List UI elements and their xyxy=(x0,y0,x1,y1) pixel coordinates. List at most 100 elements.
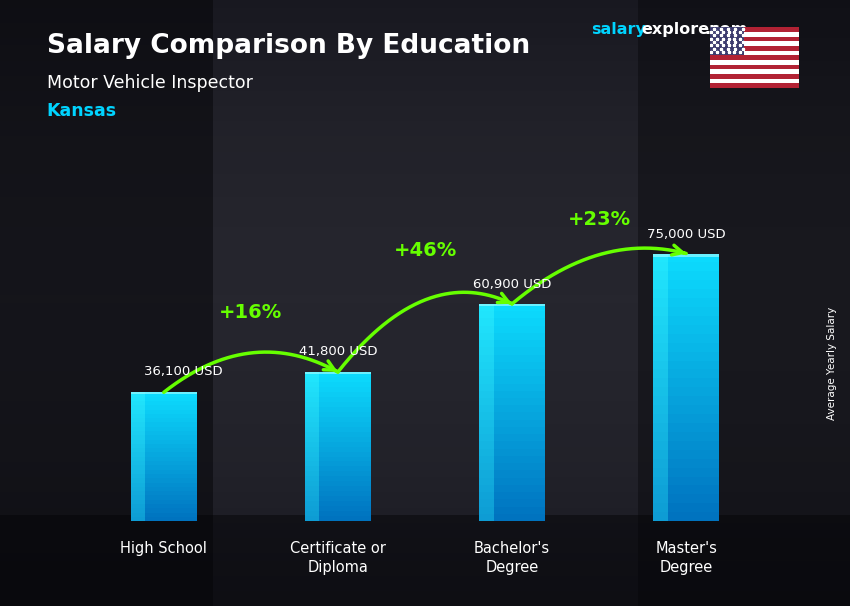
Bar xyxy=(305,476,320,481)
Bar xyxy=(653,396,668,405)
Bar xyxy=(653,423,719,432)
Bar xyxy=(479,456,545,463)
Bar xyxy=(653,387,668,396)
Text: +16%: +16% xyxy=(219,303,282,322)
Bar xyxy=(131,392,197,394)
Bar xyxy=(710,50,799,55)
Bar xyxy=(131,474,145,478)
Bar xyxy=(131,513,145,517)
Text: Average Yearly Salary: Average Yearly Salary xyxy=(827,307,837,420)
Bar xyxy=(653,298,719,307)
Bar xyxy=(305,397,371,402)
Bar xyxy=(479,507,545,514)
Bar xyxy=(131,491,197,495)
Text: salary: salary xyxy=(591,22,646,38)
Bar xyxy=(479,492,545,499)
Bar xyxy=(0,515,850,522)
Bar xyxy=(653,432,719,441)
Text: explorer: explorer xyxy=(642,22,718,38)
Bar xyxy=(653,441,668,450)
Bar xyxy=(0,341,850,348)
Bar xyxy=(479,384,545,391)
Bar xyxy=(305,467,320,471)
Bar xyxy=(653,271,719,280)
Bar xyxy=(305,387,320,392)
Bar xyxy=(0,220,850,227)
Bar xyxy=(653,476,719,485)
Bar xyxy=(479,485,545,492)
Bar xyxy=(653,405,668,414)
Bar xyxy=(0,454,850,462)
Bar xyxy=(131,396,145,401)
Bar xyxy=(0,394,850,401)
Bar xyxy=(0,45,850,53)
Bar xyxy=(0,242,850,250)
Bar xyxy=(305,431,320,437)
Bar xyxy=(131,444,197,448)
Bar xyxy=(131,453,145,457)
Bar xyxy=(479,441,545,448)
Bar xyxy=(305,456,320,462)
Bar xyxy=(0,296,850,303)
Bar xyxy=(305,506,320,511)
Bar xyxy=(479,347,494,355)
Text: 41,800 USD: 41,800 USD xyxy=(298,345,377,358)
Bar xyxy=(131,487,145,491)
Bar xyxy=(0,470,850,478)
Text: 36,100 USD: 36,100 USD xyxy=(144,365,223,378)
Bar xyxy=(305,382,320,387)
Bar xyxy=(305,462,320,467)
Bar xyxy=(653,334,719,343)
Bar xyxy=(305,437,371,442)
Bar xyxy=(0,152,850,159)
Bar xyxy=(0,409,850,417)
Bar xyxy=(479,333,545,340)
Bar xyxy=(0,144,850,152)
Bar xyxy=(653,253,719,257)
Bar xyxy=(305,516,320,521)
Bar xyxy=(305,427,371,431)
Bar xyxy=(0,401,850,409)
Bar xyxy=(479,435,494,442)
Bar xyxy=(131,418,145,422)
Bar xyxy=(653,351,668,361)
Bar xyxy=(131,418,197,422)
Bar xyxy=(305,447,371,451)
Bar xyxy=(131,431,145,435)
Bar xyxy=(305,471,371,476)
Bar xyxy=(305,402,371,407)
Bar xyxy=(305,372,371,374)
Bar xyxy=(131,410,197,414)
Bar xyxy=(305,422,320,427)
Bar xyxy=(479,514,545,521)
Bar xyxy=(479,427,494,435)
Bar xyxy=(0,98,850,106)
Bar xyxy=(638,0,850,606)
Bar xyxy=(653,316,668,325)
Bar xyxy=(0,76,850,83)
Bar xyxy=(0,371,850,379)
Bar xyxy=(653,459,719,468)
Bar xyxy=(0,311,850,318)
Bar xyxy=(653,423,668,432)
Bar xyxy=(653,343,668,351)
Bar xyxy=(131,461,145,465)
Bar xyxy=(0,379,850,387)
Bar xyxy=(479,427,545,435)
Bar xyxy=(0,431,850,439)
Bar xyxy=(305,481,371,487)
Bar xyxy=(131,422,197,427)
Bar xyxy=(305,487,320,491)
Bar xyxy=(0,197,850,205)
Bar xyxy=(131,439,145,444)
Bar xyxy=(131,504,145,508)
Bar xyxy=(479,355,545,362)
Bar xyxy=(0,553,850,561)
Bar xyxy=(0,447,850,454)
Bar xyxy=(131,478,145,482)
Bar xyxy=(305,501,320,506)
Bar xyxy=(131,517,145,521)
Bar xyxy=(710,27,744,55)
Bar xyxy=(653,361,668,370)
Bar xyxy=(305,467,371,471)
